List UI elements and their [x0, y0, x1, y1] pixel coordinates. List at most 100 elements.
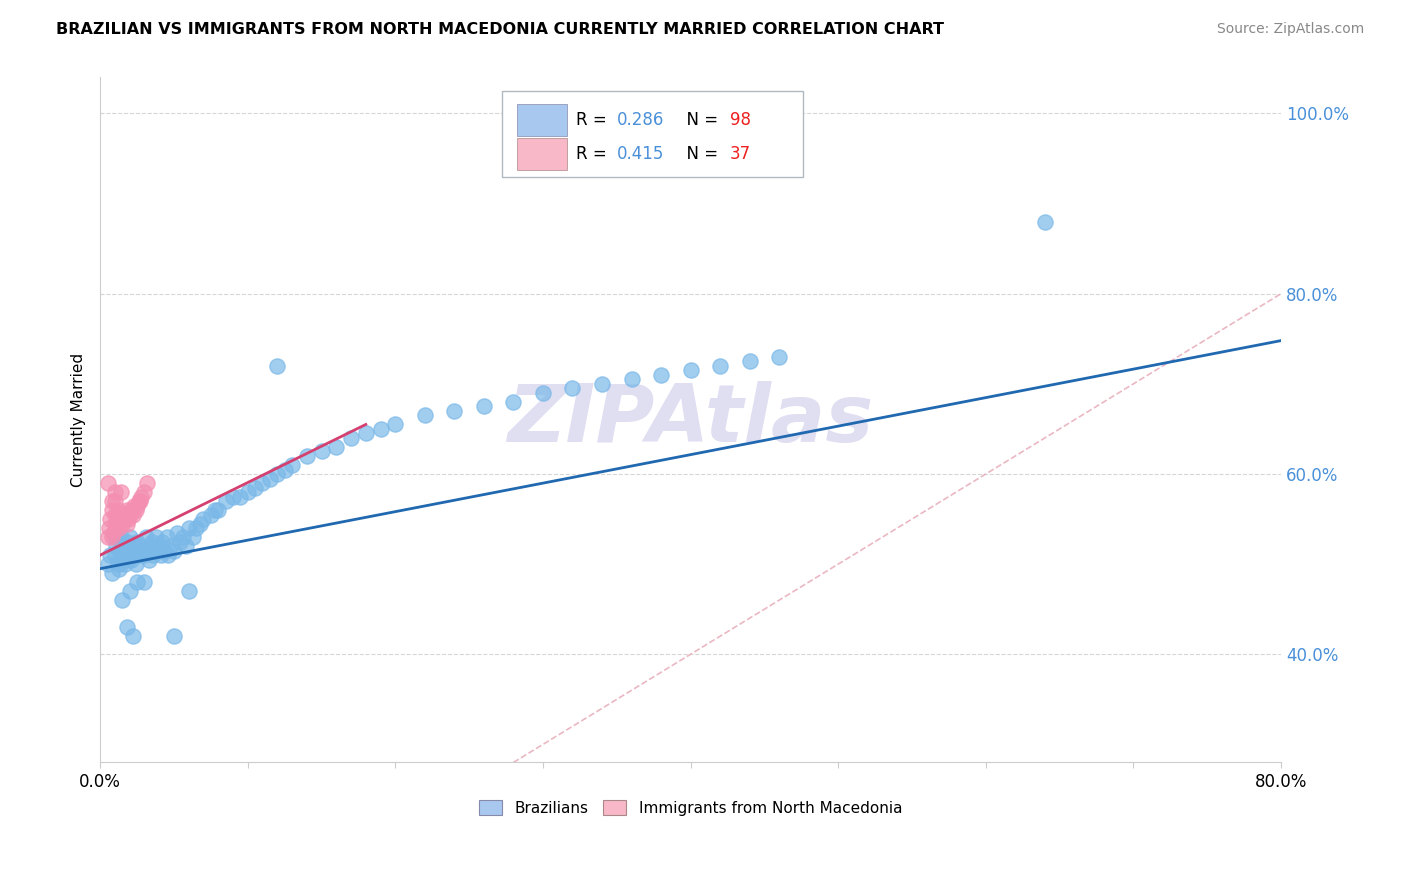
Point	[160, 539, 183, 553]
Point	[121, 548, 143, 562]
Point	[104, 548, 127, 562]
Point	[139, 539, 162, 553]
Point	[118, 508, 141, 522]
Point	[273, 462, 295, 476]
Point	[105, 521, 128, 535]
Point	[112, 539, 135, 553]
Point	[122, 499, 145, 513]
Point	[136, 543, 159, 558]
Point	[384, 417, 406, 432]
Point	[108, 562, 131, 576]
Point	[96, 530, 118, 544]
Y-axis label: Currently Married: Currently Married	[72, 353, 86, 487]
Point	[129, 494, 152, 508]
Point	[679, 363, 702, 377]
Point	[266, 359, 288, 373]
Point	[177, 584, 200, 599]
Point	[101, 494, 124, 508]
Point	[104, 494, 127, 508]
Text: BRAZILIAN VS IMMIGRANTS FROM NORTH MACEDONIA CURRENTLY MARRIED CORRELATION CHART: BRAZILIAN VS IMMIGRANTS FROM NORTH MACED…	[56, 22, 945, 37]
Point	[103, 525, 125, 540]
Text: N =: N =	[676, 111, 724, 129]
Point	[143, 543, 166, 558]
Point	[125, 499, 148, 513]
Text: 0.415: 0.415	[617, 145, 665, 163]
Point	[96, 557, 118, 571]
Point	[107, 557, 129, 571]
Point	[118, 530, 141, 544]
Point	[591, 376, 613, 391]
Point	[114, 508, 136, 522]
Point	[281, 458, 304, 472]
Point	[166, 525, 188, 540]
Point	[340, 431, 363, 445]
Point	[311, 444, 333, 458]
FancyBboxPatch shape	[517, 104, 567, 136]
Point	[243, 481, 266, 495]
Point	[177, 521, 200, 535]
Point	[124, 557, 146, 571]
Point	[112, 512, 135, 526]
Point	[163, 629, 186, 643]
Point	[259, 471, 281, 485]
Point	[115, 534, 138, 549]
Point	[101, 530, 124, 544]
Point	[111, 593, 134, 607]
Point	[150, 534, 173, 549]
Point	[114, 543, 136, 558]
Point	[115, 516, 138, 531]
Point	[709, 359, 731, 373]
Text: R =: R =	[576, 145, 612, 163]
Point	[121, 539, 143, 553]
Point	[111, 516, 134, 531]
Point	[110, 485, 132, 500]
Point	[149, 548, 172, 562]
Point	[152, 543, 174, 558]
Point	[107, 508, 129, 522]
Point	[214, 494, 236, 508]
Point	[155, 530, 177, 544]
Point	[190, 516, 212, 531]
Point	[141, 534, 163, 549]
Point	[354, 426, 377, 441]
Text: R =: R =	[576, 111, 612, 129]
Point	[117, 552, 139, 566]
Point	[169, 534, 191, 549]
Point	[472, 400, 495, 414]
Point	[121, 629, 143, 643]
Point	[104, 485, 127, 500]
Point	[101, 503, 124, 517]
Point	[118, 548, 141, 562]
Point	[222, 490, 245, 504]
Point	[148, 539, 170, 553]
Point	[181, 530, 204, 544]
Point	[115, 503, 138, 517]
Point	[134, 548, 156, 562]
Text: Source: ZipAtlas.com: Source: ZipAtlas.com	[1216, 22, 1364, 37]
Point	[413, 409, 436, 423]
Point	[200, 508, 222, 522]
Point	[118, 584, 141, 599]
Point	[136, 476, 159, 491]
Point	[174, 539, 197, 553]
Point	[768, 350, 790, 364]
Point	[105, 539, 128, 553]
Point	[157, 548, 180, 562]
Point	[115, 620, 138, 634]
Point	[96, 476, 118, 491]
Point	[115, 548, 138, 562]
Point	[100, 548, 122, 562]
Point	[184, 521, 207, 535]
Point	[110, 530, 132, 544]
Point	[561, 381, 583, 395]
Point	[193, 512, 215, 526]
Point	[620, 372, 643, 386]
FancyBboxPatch shape	[502, 91, 803, 177]
Text: 98: 98	[730, 111, 751, 129]
Point	[110, 512, 132, 526]
Point	[145, 530, 167, 544]
Point	[104, 516, 127, 531]
Legend: Brazilians, Immigrants from North Macedonia: Brazilians, Immigrants from North Macedo…	[471, 792, 910, 823]
Point	[107, 503, 129, 517]
Point	[111, 548, 134, 562]
